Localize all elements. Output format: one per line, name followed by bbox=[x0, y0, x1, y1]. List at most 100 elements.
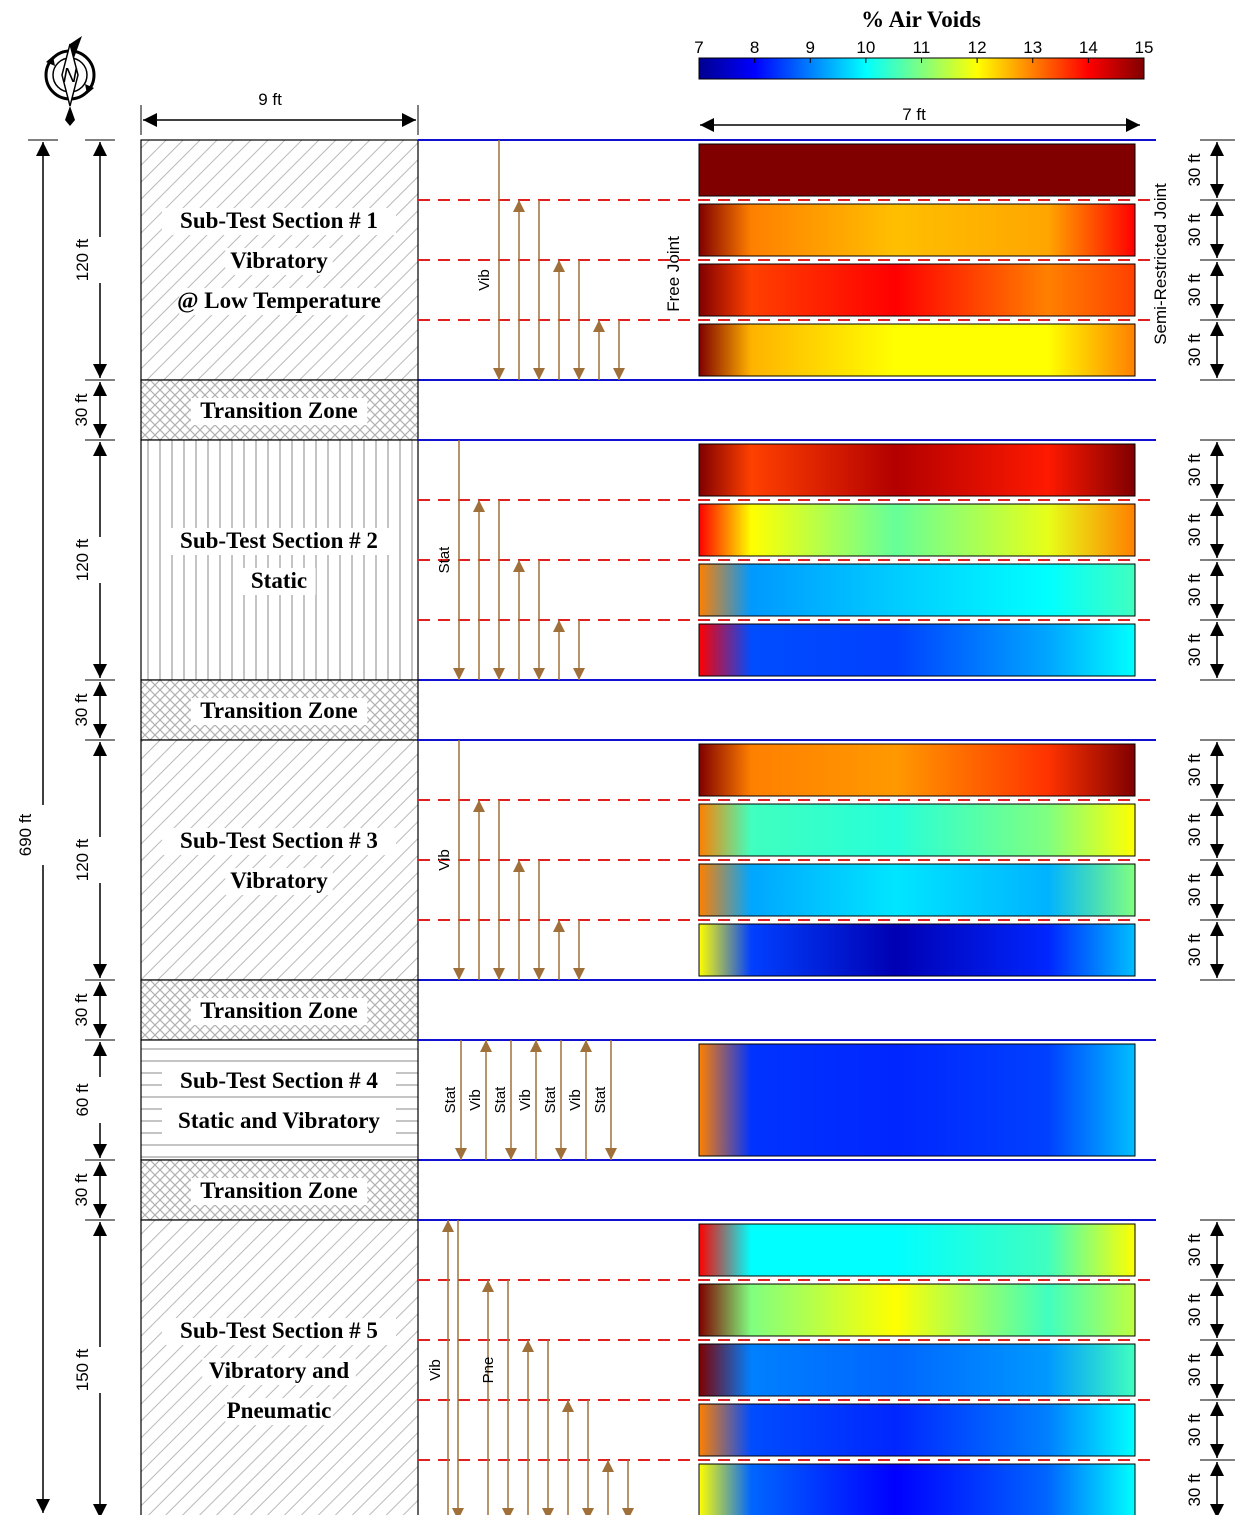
colorbar-title: % Air Voids bbox=[861, 7, 981, 32]
colorbar-tick-label: 14 bbox=[1079, 38, 1098, 57]
section-box bbox=[140, 1039, 419, 1161]
colorbar-tick-label: 15 bbox=[1135, 38, 1154, 57]
air-void-strip bbox=[698, 803, 1136, 857]
section-length-label: 30 ft bbox=[72, 693, 91, 726]
subsection-length-label: 30 ft bbox=[1185, 1413, 1204, 1446]
air-void-strip bbox=[698, 1283, 1136, 1337]
air-void-strip bbox=[698, 203, 1136, 257]
subsection-length-label: 30 ft bbox=[1185, 153, 1204, 186]
sub-test-section: Sub-Test Section # 1 Vibratory @ Low Tempe… bbox=[73, 139, 1235, 381]
air-void-strip bbox=[698, 1463, 1136, 1515]
section-title-line: Transition Zone bbox=[200, 998, 357, 1023]
section-title-line: Sub-Test Section # 3 bbox=[180, 828, 378, 853]
colorbar-tick-label: 11 bbox=[913, 38, 931, 57]
roller-label: Stat bbox=[592, 1086, 609, 1114]
air-void-strip bbox=[698, 1223, 1136, 1277]
section-length-label: 60 ft bbox=[73, 1083, 92, 1116]
subsection-length-label: 30 ft bbox=[1185, 453, 1204, 486]
subsection-length-label: 30 ft bbox=[1185, 1293, 1204, 1326]
section-title-line: Vibratory bbox=[230, 248, 328, 273]
section-length-label: 30 ft bbox=[72, 993, 91, 1026]
section-length-label: 120 ft bbox=[73, 838, 92, 881]
air-void-strip bbox=[698, 863, 1136, 917]
roller-label: Stat bbox=[542, 1086, 559, 1114]
subsection-length-label: 30 ft bbox=[1185, 633, 1204, 666]
section-title-line: Vibratory bbox=[230, 868, 328, 893]
free-joint-label: Free Joint bbox=[664, 236, 683, 312]
semi-restricted-joint-label: Semi-Restricted Joint bbox=[1151, 183, 1170, 345]
sub-test-section: Sub-Test Section # 4 Static and Vibratory… bbox=[73, 1039, 1156, 1161]
section-title-line: Transition Zone bbox=[200, 698, 357, 723]
section-title-line: Sub-Test Section # 4 bbox=[180, 1068, 378, 1093]
subsection-length-label: 30 ft bbox=[1185, 933, 1204, 966]
roller-label: Vib bbox=[517, 1089, 534, 1110]
roller-label: Stat bbox=[492, 1086, 509, 1114]
air-void-strip bbox=[698, 443, 1136, 497]
subsection-length-label: 30 ft bbox=[1185, 1353, 1204, 1386]
air-void-strip bbox=[698, 1343, 1136, 1397]
section-box bbox=[140, 439, 419, 681]
section-title-line: Static and Vibratory bbox=[178, 1108, 380, 1133]
width-left-label: 9 ft bbox=[258, 90, 282, 109]
width-right-label: 7 ft bbox=[902, 105, 926, 124]
air-void-strip bbox=[698, 323, 1136, 377]
air-void-strip bbox=[698, 143, 1136, 197]
section-length-label: 150 ft bbox=[73, 1348, 92, 1391]
colorbar-tick-label: 8 bbox=[750, 38, 759, 57]
subsection-length-label: 30 ft bbox=[1185, 813, 1204, 846]
section-box bbox=[140, 739, 419, 981]
compass-icon: N bbox=[44, 36, 96, 126]
subsection-length-label: 30 ft bbox=[1185, 873, 1204, 906]
air-void-strip bbox=[698, 1043, 1136, 1157]
colorbar-tick-label: 12 bbox=[968, 38, 987, 57]
subsection-length-label: 30 ft bbox=[1185, 573, 1204, 606]
air-void-strip bbox=[698, 743, 1136, 797]
roller-label: Vib bbox=[436, 849, 453, 870]
subsection-length-label: 30 ft bbox=[1185, 513, 1204, 546]
section-length-label: 30 ft bbox=[72, 1173, 91, 1206]
section-title-line: Sub-Test Section # 5 bbox=[180, 1318, 378, 1343]
roller-label: Pne bbox=[480, 1357, 497, 1384]
transition-zone: Transition Zone 30 ft bbox=[72, 679, 419, 741]
air-void-strip bbox=[698, 923, 1136, 977]
subsection-length-label: 30 ft bbox=[1185, 273, 1204, 306]
width-dimension-right: 7 ft bbox=[700, 105, 1140, 132]
sub-test-section: Sub-Test Section # 2 Static 120 ft 30 ft 30 … bbox=[73, 439, 1235, 681]
sub-test-section: Sub-Test Section # 3 Vibratory 120 ft 30 ft… bbox=[73, 739, 1235, 981]
air-void-strip bbox=[698, 563, 1136, 617]
roller-label: Vib bbox=[476, 269, 493, 290]
section-title-line: Vibratory and bbox=[209, 1358, 350, 1383]
air-void-strip bbox=[698, 623, 1136, 677]
roller-label: Vib bbox=[427, 1359, 444, 1380]
colorbar-tick-label: 13 bbox=[1023, 38, 1042, 57]
roller-label: Stat bbox=[436, 546, 453, 574]
transition-zone: Transition Zone 30 ft bbox=[72, 1159, 419, 1221]
subsection-length-label: 30 ft bbox=[1185, 1233, 1204, 1266]
section-title-line: Sub-Test Section # 2 bbox=[180, 528, 378, 553]
air-void-strip bbox=[698, 1403, 1136, 1457]
compass-letter: N bbox=[63, 65, 78, 87]
section-length-label: 30 ft bbox=[72, 393, 91, 426]
section-title-line: Sub-Test Section # 1 bbox=[180, 208, 378, 233]
section-length-label: 120 ft bbox=[73, 538, 92, 581]
colorbar-tick-label: 9 bbox=[806, 38, 815, 57]
roller-label: Vib bbox=[467, 1089, 484, 1110]
air-void-strip bbox=[698, 263, 1136, 317]
section-title-line: Transition Zone bbox=[200, 398, 357, 423]
roller-label: Stat bbox=[442, 1086, 459, 1114]
subsection-length-label: 30 ft bbox=[1185, 333, 1204, 366]
width-dimension-left: 9 ft bbox=[140, 90, 419, 135]
subsection-length-label: 30 ft bbox=[1185, 753, 1204, 786]
section-title-line: Pneumatic bbox=[227, 1398, 332, 1423]
transition-zone: Transition Zone 30 ft bbox=[72, 979, 419, 1041]
air-void-strip bbox=[698, 503, 1136, 557]
section-title-line: Static bbox=[251, 568, 307, 593]
section-title-line: @ Low Temperature bbox=[177, 288, 381, 314]
roller-label: Vib bbox=[567, 1089, 584, 1110]
transition-zone: Transition Zone 30 ft bbox=[72, 379, 419, 441]
subsection-length-label: 30 ft bbox=[1185, 213, 1204, 246]
section-title-line: Transition Zone bbox=[200, 1178, 357, 1203]
colorbar-tick-label: 7 bbox=[694, 38, 703, 57]
sub-test-section: Sub-Test Section # 5 Vibratory and Pneumat… bbox=[73, 1219, 1235, 1515]
